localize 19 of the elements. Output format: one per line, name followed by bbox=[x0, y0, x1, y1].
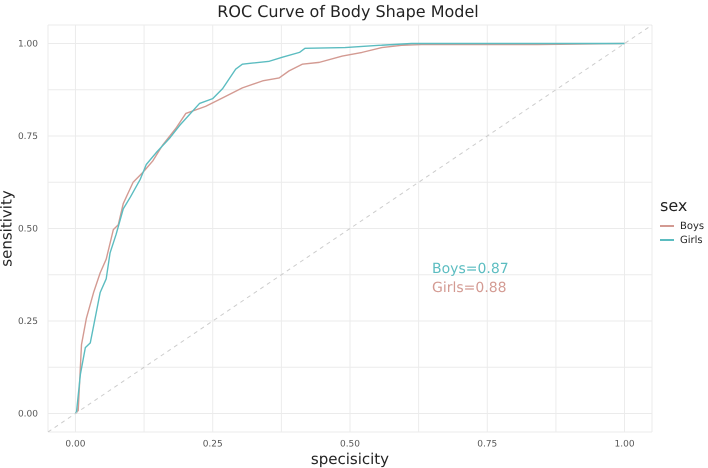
annotation: Boys=0.87 bbox=[432, 261, 509, 277]
legend-label: Girls bbox=[680, 234, 703, 246]
annotation: Girls=0.88 bbox=[432, 280, 507, 296]
x-tick-label: 0.00 bbox=[65, 439, 86, 450]
y-tick-label: 0.50 bbox=[18, 224, 38, 235]
y-tick-label: 0.00 bbox=[18, 410, 38, 420]
x-tick-label: 0.50 bbox=[340, 439, 360, 450]
legend-title: sex bbox=[660, 196, 688, 215]
x-axis-title: specisicity bbox=[310, 450, 390, 468]
chart-title: ROC Curve of Body Shape Model bbox=[216, 2, 480, 21]
x-tick-label: 0.25 bbox=[202, 439, 223, 450]
y-axis-title: sensitivity bbox=[0, 190, 16, 267]
x-tick-label: 0.75 bbox=[477, 439, 498, 450]
y-tick-label: 0.75 bbox=[18, 132, 38, 142]
y-tick-label: 0.25 bbox=[18, 317, 38, 328]
legend-label: Boys bbox=[680, 220, 704, 232]
y-tick-label: 1.00 bbox=[18, 40, 38, 50]
line-series bbox=[74, 42, 626, 414]
x-tick-label: 1.00 bbox=[614, 439, 635, 450]
